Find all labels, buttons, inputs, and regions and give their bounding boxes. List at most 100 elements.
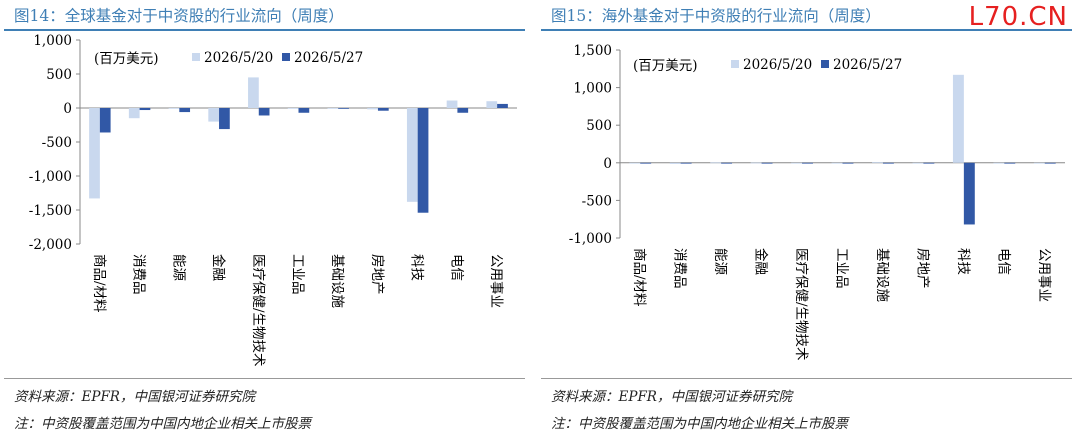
category-label: 基础设施 xyxy=(874,248,891,302)
bar-series1 xyxy=(872,162,883,163)
legend-swatch xyxy=(821,60,829,68)
bar-series1 xyxy=(952,74,964,163)
legend-swatch xyxy=(282,53,290,61)
watermark-logo: L70.CN xyxy=(968,2,1068,32)
bar-series2 xyxy=(298,108,310,113)
bar-series1 xyxy=(327,108,339,109)
left-bar-chart: 1,000 500 0 -500 -1,000 -1,500 -2,000 商品/材料 消费品 能… xyxy=(29,33,517,367)
bar-series1 xyxy=(89,108,100,199)
bar-series2 xyxy=(377,108,389,111)
category-label: 商品/材料 xyxy=(631,248,647,307)
category-label: 电信 xyxy=(448,254,464,281)
bar-series2 xyxy=(640,162,652,164)
y-tick-label: 0 xyxy=(603,156,612,172)
category-label: 医疗保健/生物技术 xyxy=(793,248,809,361)
y-tick-label: -1,000 xyxy=(569,231,612,247)
y-tick-label: -500 xyxy=(582,193,612,209)
right-note-text: 注：中资股覆盖范围为中国内地企业相关上市股票 xyxy=(551,416,848,432)
bar-series1 xyxy=(406,108,418,202)
legend-swatch xyxy=(731,60,739,68)
y-tick-label: 500 xyxy=(46,67,72,83)
bar-series2 xyxy=(258,108,270,116)
category-label: 工业品 xyxy=(834,248,850,289)
category-label: 能源 xyxy=(712,248,728,275)
category-label: 金融 xyxy=(210,254,226,281)
legend-label: 2026/5/27 xyxy=(294,50,363,66)
bar-series1 xyxy=(486,101,498,108)
category-label: 房地产 xyxy=(914,248,930,289)
bar-series2 xyxy=(923,162,935,164)
y-tick-label: -500 xyxy=(42,135,72,151)
category-label: 工业品 xyxy=(290,254,306,295)
left-note-text: 注：中资股覆盖范围为中国内地企业相关上市股票 xyxy=(14,416,311,432)
bar-series2 xyxy=(417,108,429,213)
bar-series2 xyxy=(802,162,813,164)
bar-series2 xyxy=(219,108,230,130)
legend-label: 2026/5/20 xyxy=(204,50,273,66)
unit-label: (百万美元) xyxy=(94,51,159,67)
unit-label: (百万美元) xyxy=(633,58,698,74)
right-chart-panel: 图15：海外基金对于中资股的行业流向（周度） 1,500 1,000 500 0 -50… xyxy=(537,0,1080,443)
category-label: 科技 xyxy=(409,254,425,281)
bar-series2 xyxy=(1004,162,1016,164)
bar-series1 xyxy=(629,162,641,164)
y-tick-label: 500 xyxy=(586,118,612,134)
bar-series2 xyxy=(139,108,151,111)
bar-series2 xyxy=(721,162,733,164)
y-tick-label: -1,000 xyxy=(29,169,72,185)
bar-series1 xyxy=(367,108,378,110)
left-title-rule xyxy=(4,29,525,31)
y-tick-label: -1,500 xyxy=(29,203,72,219)
bar-series1 xyxy=(287,108,299,109)
bar-series1 xyxy=(750,162,762,164)
category-label: 消费品 xyxy=(672,248,688,289)
category-label: 基础设施 xyxy=(329,254,346,308)
bar-series1 xyxy=(446,100,458,108)
legend-label: 2026/5/20 xyxy=(743,57,812,73)
right-source-text: 资料来源：EPFR，中国银河证券研究院 xyxy=(551,389,792,405)
category-label: 金融 xyxy=(753,248,769,275)
left-chart-title: 图14：全球基金对于中资股的行业流向（周度） xyxy=(14,7,344,25)
bar-series2 xyxy=(179,108,191,113)
y-tick-label: 1,000 xyxy=(573,81,612,97)
legend-swatch xyxy=(192,53,200,61)
category-label: 消费品 xyxy=(131,254,147,295)
category-label: 能源 xyxy=(170,254,186,281)
bar-series1 xyxy=(168,108,180,109)
bar-series2 xyxy=(99,108,111,133)
right-bar-chart: 1,500 1,000 500 0 -500 -1,000 商品/材料 消费品 能源 金融 医疗保健… xyxy=(569,43,1065,361)
y-tick-label: 1,000 xyxy=(33,33,72,49)
left-source-text: 资料来源：EPFR，中国银河证券研究院 xyxy=(14,389,255,405)
bar-series2 xyxy=(338,108,349,109)
y-tick-label: -2,000 xyxy=(29,237,72,253)
right-bottom-rule xyxy=(541,378,1072,379)
bar-series1 xyxy=(831,162,843,164)
category-label: 商品/材料 xyxy=(91,254,107,313)
category-label: 医疗保健/生物技术 xyxy=(250,254,266,367)
left-chart-panel: 图14：全球基金对于中资股的行业流向（周度） 1,000 500 0 -500 -1,0… xyxy=(0,0,533,443)
bar-series2 xyxy=(680,162,692,164)
bar-series1 xyxy=(669,162,681,164)
category-label: 公用事业 xyxy=(488,254,504,308)
category-label: 电信 xyxy=(995,248,1011,275)
bar-series1 xyxy=(248,77,259,108)
bar-series1 xyxy=(1033,162,1045,164)
bar-series1 xyxy=(912,162,924,164)
bar-series1 xyxy=(993,162,1005,164)
category-label: 科技 xyxy=(955,248,971,275)
bar-series1 xyxy=(208,108,220,122)
legend-label: 2026/5/27 xyxy=(833,57,902,73)
bar-series2 xyxy=(1044,162,1056,164)
bar-series2 xyxy=(882,162,894,164)
bar-series2 xyxy=(457,108,469,113)
category-label: 公用事业 xyxy=(1036,248,1052,302)
bar-series1 xyxy=(128,108,140,119)
y-tick-label: 1,500 xyxy=(573,43,612,59)
bar-series2 xyxy=(497,103,508,108)
right-chart-title: 图15：海外基金对于中资股的行业流向（周度） xyxy=(551,7,881,25)
y-tick-label: 0 xyxy=(63,101,72,117)
bar-series1 xyxy=(710,162,722,164)
bar-series2 xyxy=(963,162,975,225)
bar-series1 xyxy=(791,162,803,164)
category-label: 房地产 xyxy=(369,254,385,295)
